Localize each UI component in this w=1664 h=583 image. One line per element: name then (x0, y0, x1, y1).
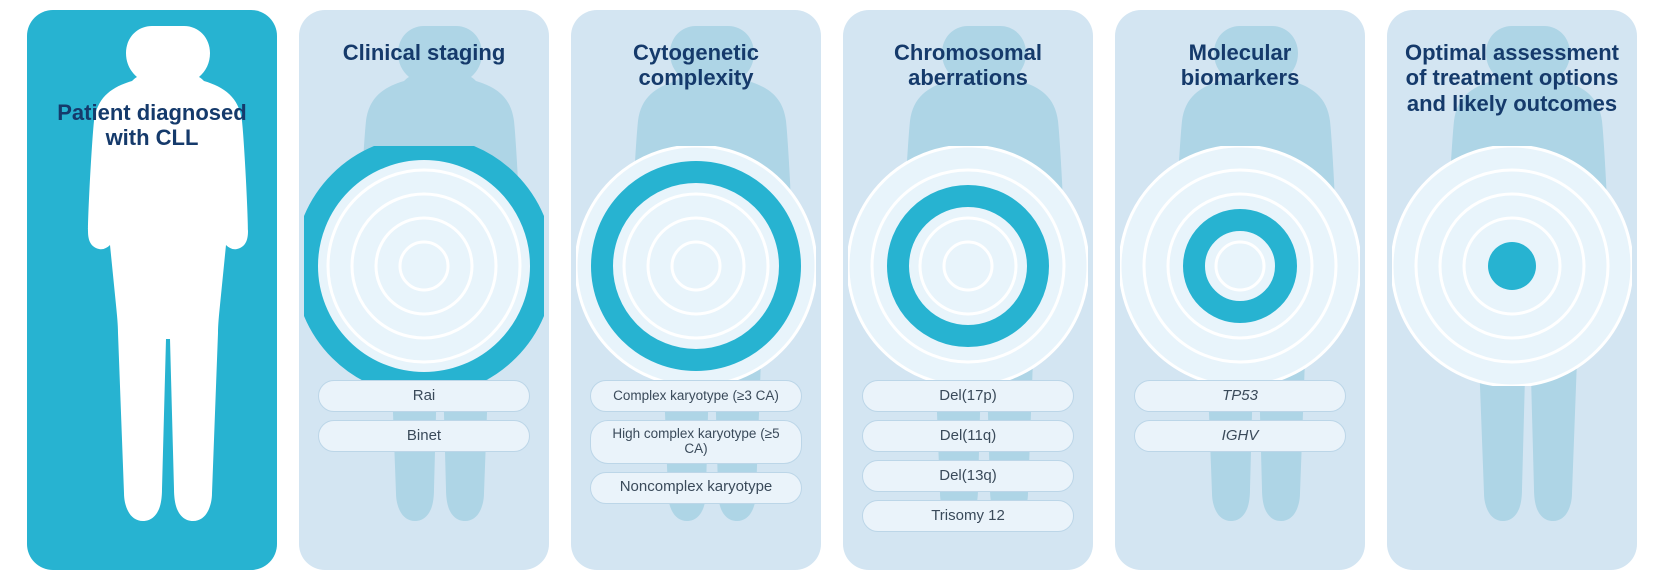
pill-item: TP53 (1134, 380, 1346, 412)
pill-item: Trisomy 12 (862, 500, 1074, 532)
card-title: Clinical staging (299, 40, 549, 65)
card-cytogenetic-complexity: Cytogenetic complexity Complex karyotype… (571, 10, 821, 570)
card-optimal-assessment: Optimal assessment of treatment options … (1387, 10, 1637, 570)
infographic-wrap: Patient diagnosed with CLL Clinical stag… (0, 0, 1664, 583)
card-clinical-staging: Clinical staging Rai Binet (299, 10, 549, 570)
target-icon (1120, 146, 1360, 386)
pill-item: High complex karyotype (≥5 CA) (590, 420, 802, 464)
pill-item: Rai (318, 380, 530, 412)
pill-item: Del(17p) (862, 380, 1074, 412)
pill-list: Complex karyotype (≥3 CA) High complex k… (590, 380, 802, 504)
card-chromosomal-aberrations: Chromosomal aberrations Del(17p) Del(11q… (843, 10, 1093, 570)
pill-item: Del(11q) (862, 420, 1074, 452)
pill-item: Del(13q) (862, 460, 1074, 492)
card-title: Optimal assessment of treatment options … (1387, 40, 1637, 116)
card-patient-diagnosed: Patient diagnosed with CLL (27, 10, 277, 570)
pill-item: Noncomplex karyotype (590, 472, 802, 504)
pill-item: Complex karyotype (≥3 CA) (590, 380, 802, 412)
pill-list: Rai Binet (318, 380, 530, 452)
pill-list: Del(17p) Del(11q) Del(13q) Trisomy 12 (862, 380, 1074, 532)
target-icon (1392, 146, 1632, 386)
pill-item: IGHV (1134, 420, 1346, 452)
pill-item: Binet (318, 420, 530, 452)
target-icon (576, 146, 816, 386)
card-title: Molecular biomarkers (1115, 40, 1365, 91)
target-icon (848, 146, 1088, 386)
card-title: Patient diagnosed with CLL (27, 100, 277, 151)
target-icon (304, 146, 544, 386)
card-molecular-biomarkers: Molecular biomarkers TP53 IGHV (1115, 10, 1365, 570)
card-title: Chromosomal aberrations (843, 40, 1093, 91)
card-title: Cytogenetic complexity (571, 40, 821, 91)
pill-list: TP53 IGHV (1134, 380, 1346, 452)
